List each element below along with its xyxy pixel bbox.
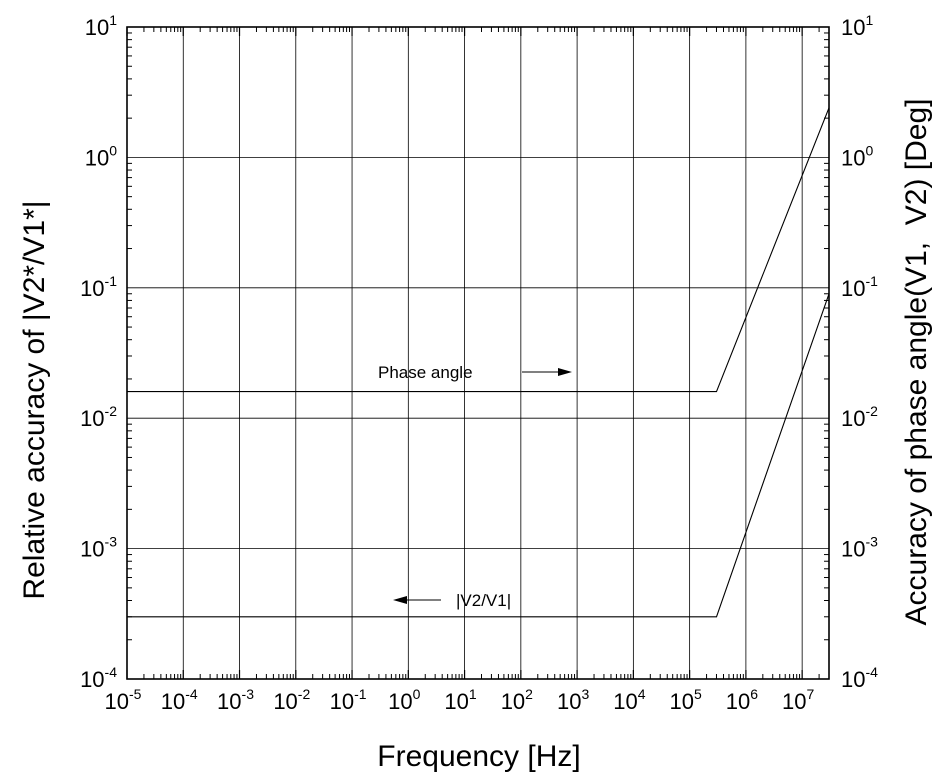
y-right-tick-label: 10-1 — [841, 273, 878, 301]
y-left-tick-label: 100 — [85, 142, 117, 170]
y-right-tick-label: 10-3 — [841, 534, 878, 562]
x-tick-label: 107 — [782, 686, 814, 714]
x-tick-labels: 10-5 10-4 10-3 10-2 10-1 100 101 102 103 104 105 10… — [105, 686, 815, 714]
y-left-tick-label: 10-2 — [80, 403, 117, 431]
y-left-tick-label: 10-4 — [80, 664, 117, 692]
series-line-magnitude — [127, 293, 830, 618]
series-layer — [127, 107, 830, 618]
annotation-phase-angle: Phase angle — [378, 363, 473, 382]
x-tick-label: 10-3 — [217, 686, 254, 714]
x-tick-label: 101 — [444, 686, 476, 714]
y-axis-right-title: Accuracy of phase angle(V1, V2) [Deg] — [900, 99, 933, 626]
y-right-tick-label: 10-2 — [841, 403, 878, 431]
x-tick-label: 104 — [613, 686, 645, 714]
y-left-tick-label: 10-1 — [80, 273, 117, 301]
plot-frame — [126, 26, 830, 680]
x-tick-label: 10-2 — [273, 686, 310, 714]
x-tick-label: 10-1 — [330, 686, 367, 714]
x-axis-title: Frequency [Hz] — [377, 740, 580, 773]
grid — [126, 26, 829, 680]
x-tick-label: 102 — [501, 686, 533, 714]
y-axis-left-title: Relative accuracy of |V2*/V1*| — [18, 200, 51, 599]
arrow-magnitude-head — [393, 596, 407, 604]
y-left-tick-label: 101 — [85, 12, 117, 40]
series-line-phase-angle — [127, 107, 830, 393]
x-tick-label: 100 — [388, 686, 420, 714]
y-right-tick-label: 10-4 — [841, 664, 878, 692]
y-left-tick-label: 10-3 — [80, 534, 117, 562]
arrow-phase-angle-head — [558, 368, 572, 376]
x-tick-label: 10-5 — [105, 686, 142, 714]
y-right-tick-label: 100 — [841, 142, 873, 170]
x-tick-label: 105 — [669, 686, 701, 714]
x-tick-label: 106 — [726, 686, 758, 714]
annotation-magnitude: |V2/V1| — [456, 591, 511, 610]
y-right-tick-labels: 10-4 10-3 10-2 10-1 100 101 — [841, 12, 878, 692]
x-tick-label: 10-4 — [161, 686, 198, 714]
minor-ticks — [126, 27, 829, 679]
y-right-tick-label: 101 — [841, 12, 873, 40]
annotations: Phase angle |V2/V1| — [378, 363, 572, 610]
y-left-tick-labels: 10-4 10-3 10-2 10-1 100 101 — [80, 12, 117, 692]
x-tick-label: 103 — [557, 686, 589, 714]
